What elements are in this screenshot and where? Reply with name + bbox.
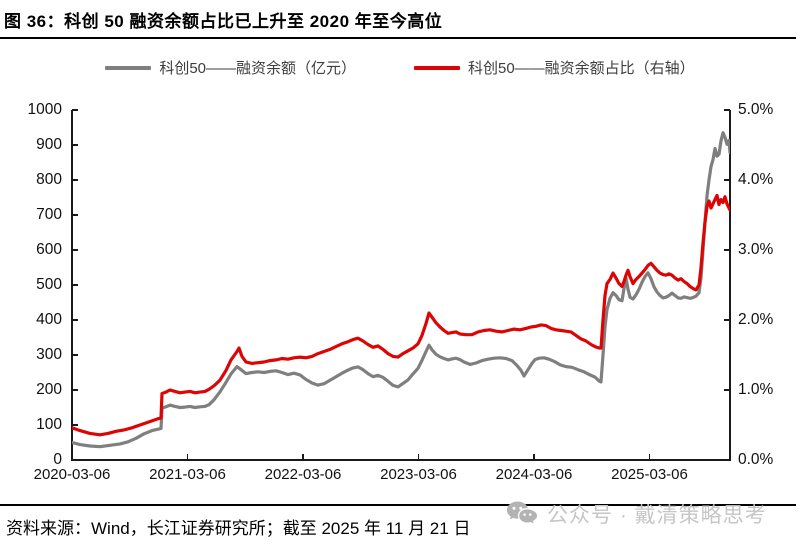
y-axis-left-tick (72, 249, 78, 251)
y-axis-left-label: 300 (36, 346, 62, 363)
y-axis-right-tick (724, 109, 730, 111)
y-axis-left-tick (72, 424, 78, 426)
x-axis-label: 2020-03-06 (33, 466, 111, 483)
x-axis-tick (186, 454, 188, 460)
y-axis-left-line (71, 110, 73, 461)
watermark: 公众号 · 戴清策略思考 (506, 499, 767, 529)
y-axis-left-label: 700 (36, 206, 62, 223)
y-axis-left-tick (72, 319, 78, 321)
y-axis-left-label: 600 (36, 241, 62, 258)
y-axis-left-label: 800 (36, 171, 62, 188)
source-note: 资料来源：Wind，长江证券研究所；截至 2025 年 11 月 21 日 (6, 519, 471, 538)
figure-title: 图 36：科创 50 融资余额占比已上升至 2020 年至今高位 (4, 12, 443, 31)
x-axis-tick (302, 454, 304, 460)
y-axis-right-label: 5.0% (738, 101, 774, 118)
x-axis-tick (533, 454, 535, 460)
y-axis-left-tick (72, 389, 78, 391)
y-axis-right-tick (724, 249, 730, 251)
footer-divider (0, 504, 796, 506)
x-axis-label: 2022-03-06 (264, 466, 342, 483)
y-axis-left-label: 0 (53, 451, 62, 468)
x-axis-line (71, 459, 731, 461)
ratio-line-series (72, 193, 730, 437)
gray-line-swatch-icon (105, 65, 152, 70)
y-axis-right-label: 1.0% (738, 381, 774, 398)
y-axis-left-label: 1000 (27, 101, 62, 118)
x-axis-tick (417, 454, 419, 460)
y-axis-left-label: 900 (36, 136, 62, 153)
x-axis-label: 2021-03-06 (149, 466, 226, 483)
legend-label-ratio: 科创50——融资余额占比（右轴） (468, 60, 695, 77)
y-axis-right-label: 0.0% (738, 451, 774, 468)
y-axis-right-label: 3.0% (738, 241, 774, 258)
y-axis-left-label: 400 (36, 311, 62, 328)
x-axis-tick (648, 454, 650, 460)
y-axis-left-label: 200 (36, 381, 62, 398)
x-axis-label: 2025-03-06 (611, 466, 688, 483)
title-divider (0, 37, 796, 39)
x-axis-tick (71, 454, 73, 460)
x-axis-label: 2023-03-06 (380, 466, 457, 483)
legend-item-balance: 科创50——融资余额（亿元） (105, 57, 356, 78)
y-axis-right-line (729, 110, 731, 461)
y-axis-right-tick (724, 179, 730, 181)
y-axis-right-tick (724, 389, 730, 391)
chart-legend: 科创50——融资余额（亿元） 科创50——融资余额占比（右轴） (0, 57, 800, 78)
red-line-swatch-icon (414, 65, 460, 70)
line-chart-plot-area (72, 131, 730, 449)
balance-line-series (72, 131, 730, 449)
watermark-text: 公众号 · 戴清策略思考 (547, 504, 767, 527)
y-axis-left-tick (72, 459, 78, 461)
y-axis-left-label: 100 (36, 416, 62, 433)
y-axis-right-label: 2.0% (738, 311, 774, 328)
y-axis-left-tick (72, 144, 78, 146)
y-axis-left-tick (72, 214, 78, 216)
y-axis-left-label: 500 (36, 276, 62, 293)
y-axis-right-tick (724, 319, 730, 321)
y-axis-left-tick (72, 109, 78, 111)
y-axis-left-tick (72, 354, 78, 356)
legend-item-ratio: 科创50——融资余额占比（右轴） (414, 57, 695, 78)
y-axis-right-tick (724, 459, 730, 461)
y-axis-right-label: 4.0% (738, 171, 774, 188)
x-axis-label: 2024-03-06 (495, 466, 573, 483)
legend-label-balance: 科创50——融资余额（亿元） (159, 60, 356, 77)
wechat-icon (506, 501, 538, 524)
y-axis-left-tick (72, 179, 78, 181)
y-axis-left-tick (72, 284, 78, 286)
